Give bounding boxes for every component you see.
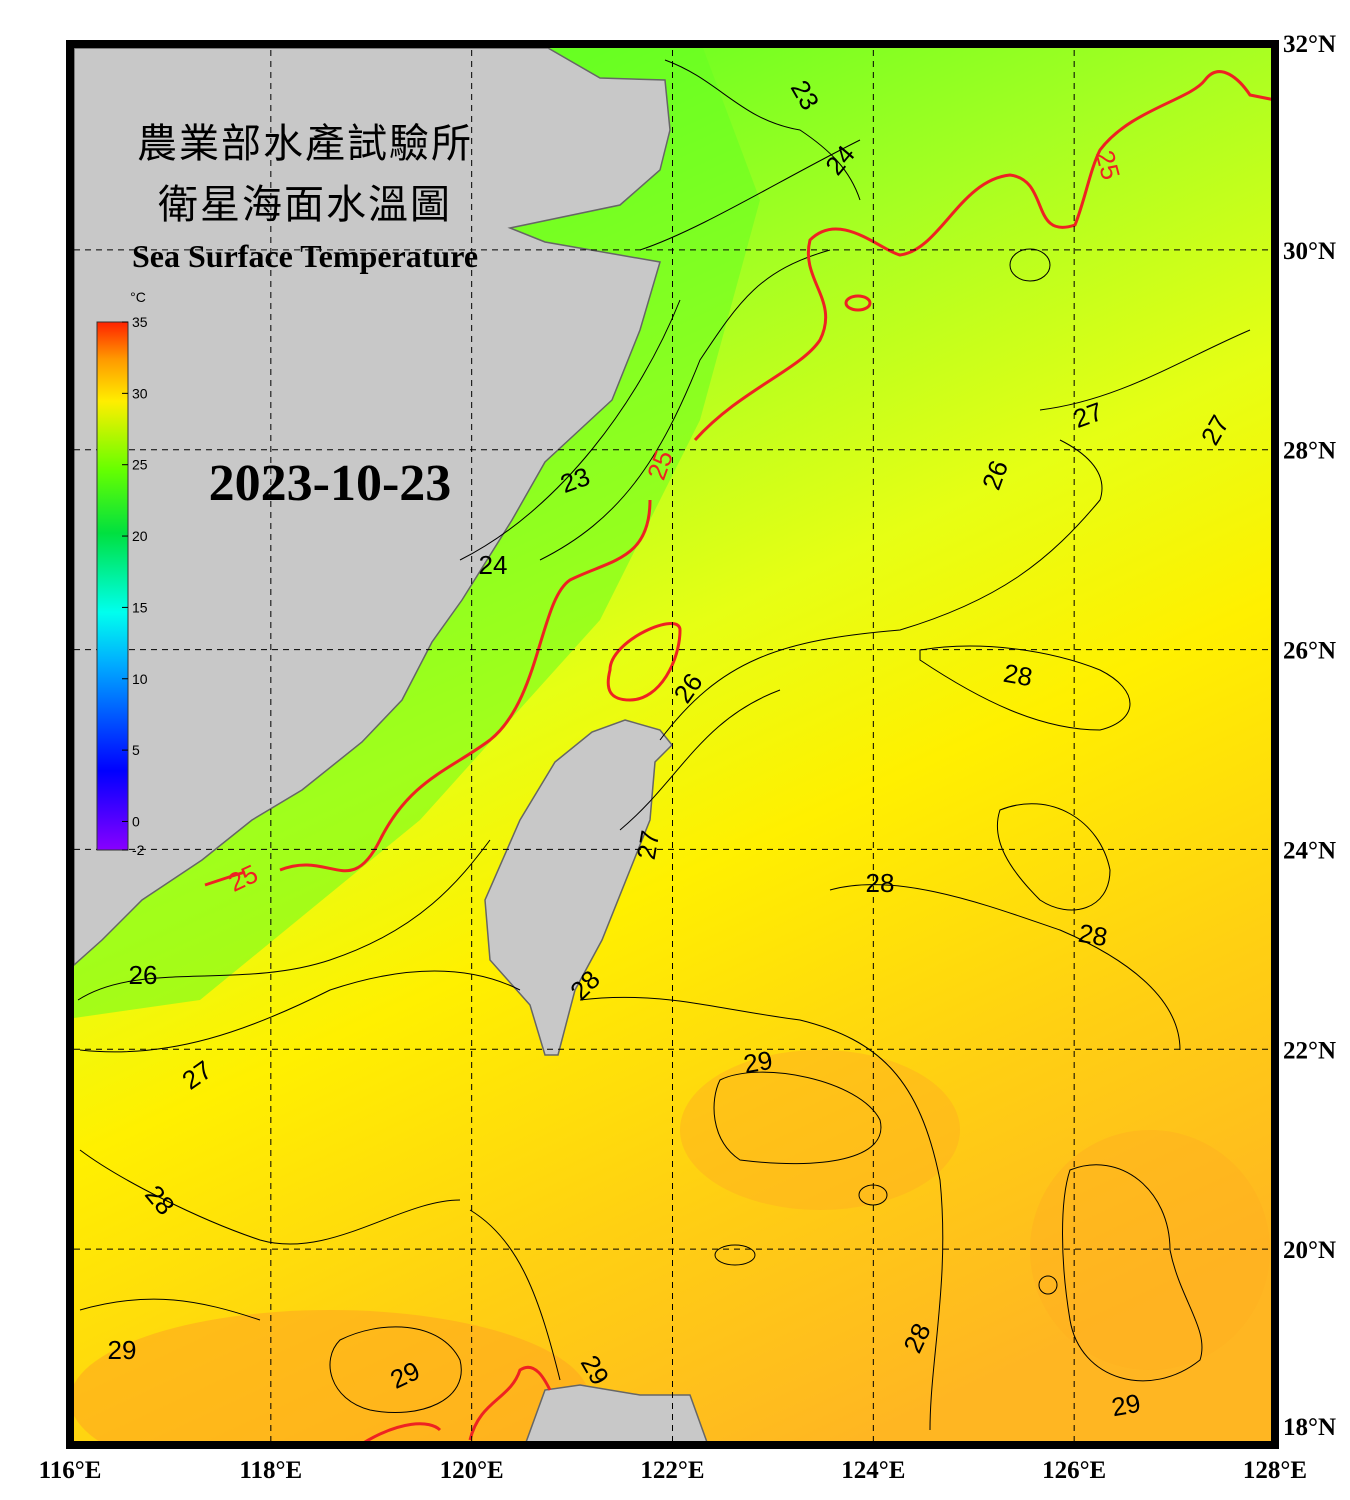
isotherm xyxy=(639,139,861,251)
colorbar-tick-label: 30 xyxy=(132,385,148,401)
colorbar-tick-label: 25 xyxy=(132,457,148,473)
lon-label: 122°E xyxy=(640,1457,704,1484)
contour-label: 29 xyxy=(741,1045,775,1080)
isotherm xyxy=(664,59,861,201)
isotherm xyxy=(459,299,681,561)
contour-label: 28 xyxy=(1001,658,1035,693)
isotherm xyxy=(996,803,1111,911)
colorbar-unit: °C xyxy=(130,289,146,305)
lon-label: 124°E xyxy=(841,1457,905,1484)
isotherm xyxy=(539,249,831,561)
isotherm xyxy=(606,622,682,702)
isotherm xyxy=(1009,248,1051,282)
lon-label: 120°E xyxy=(440,1457,504,1484)
contour-label: 28 xyxy=(866,868,895,898)
isotherm xyxy=(713,1071,882,1165)
graticule xyxy=(74,50,1271,1441)
isotherm xyxy=(659,439,1103,741)
title-zh: 農業部水產試驗所 xyxy=(137,121,473,167)
colorbar xyxy=(96,321,129,851)
colorbar-tick-label: 0 xyxy=(132,813,140,829)
isotherm-25 xyxy=(204,70,1271,1441)
lat-label: 26°N xyxy=(1283,638,1336,665)
lat-label: 24°N xyxy=(1283,837,1336,864)
isotherm xyxy=(579,996,944,1431)
luzon xyxy=(525,1384,708,1441)
lat-label: 32°N xyxy=(1283,31,1336,58)
title-en: Sea Surface Temperature xyxy=(132,238,478,274)
contour-label: 27 xyxy=(631,828,666,862)
lon-label: 128°E xyxy=(1243,1457,1307,1484)
isotherm xyxy=(77,839,491,1001)
colorbar-tick-label: 5 xyxy=(132,742,140,758)
isotherm xyxy=(469,1209,561,1381)
warm-patch xyxy=(680,1050,960,1210)
map-frame xyxy=(66,40,1279,1449)
contour-label: 26 xyxy=(129,960,158,990)
taiwan xyxy=(484,719,674,1056)
isotherm xyxy=(1038,1275,1058,1295)
lon-label: 118°E xyxy=(239,1457,302,1484)
colorbar-ticks: 35 30 25 20 15 10 5 0 -2 xyxy=(122,314,148,858)
lon-label: 116°E xyxy=(39,1457,102,1484)
isotherm xyxy=(79,1298,261,1321)
isotherm xyxy=(619,689,781,831)
isotherm xyxy=(279,499,652,873)
subtitle-zh: 衛星海面水溫圖 xyxy=(158,182,452,228)
contour-label: 29 xyxy=(108,1335,137,1365)
isotherm xyxy=(693,70,1271,442)
isotherm xyxy=(204,870,246,887)
colorbar-tick-label: 15 xyxy=(132,599,148,615)
colorbar-tick-label: 20 xyxy=(132,528,148,544)
isotherm xyxy=(844,294,872,312)
isotherm xyxy=(79,970,521,1053)
lat-label: 30°N xyxy=(1283,238,1336,265)
warm-patch xyxy=(1030,1130,1270,1370)
lat-label: 20°N xyxy=(1283,1237,1336,1264)
isotherm xyxy=(1062,1164,1203,1382)
contour-label: 24 xyxy=(479,550,508,580)
colorbar-tick-label: 35 xyxy=(132,314,148,330)
isotherm xyxy=(329,1326,462,1414)
mainland-china xyxy=(74,48,671,967)
isotherm xyxy=(714,1244,756,1266)
lat-label: 28°N xyxy=(1283,438,1336,465)
lon-label: 126°E xyxy=(1042,1457,1106,1484)
lat-label: 22°N xyxy=(1283,1037,1336,1064)
colorbar-tick-label: 10 xyxy=(132,671,148,687)
warm-patch xyxy=(74,1310,590,1441)
date: 2023-10-23 xyxy=(209,455,452,512)
isotherm xyxy=(363,1366,552,1441)
isotherm xyxy=(829,884,1181,1051)
isotherm xyxy=(79,1149,461,1245)
lat-label: 18°N xyxy=(1283,1414,1336,1441)
contour-label: 28 xyxy=(1076,918,1110,953)
axis-labels: 116°E 118°E 120°E 122°E 124°E 126°E 128°E 32°N 3… xyxy=(39,31,1336,1484)
contour-label: 29 xyxy=(1109,1388,1143,1423)
colorbar-tick-label: -2 xyxy=(132,842,145,858)
isotherm xyxy=(919,645,1131,731)
isotherm xyxy=(1039,329,1251,411)
